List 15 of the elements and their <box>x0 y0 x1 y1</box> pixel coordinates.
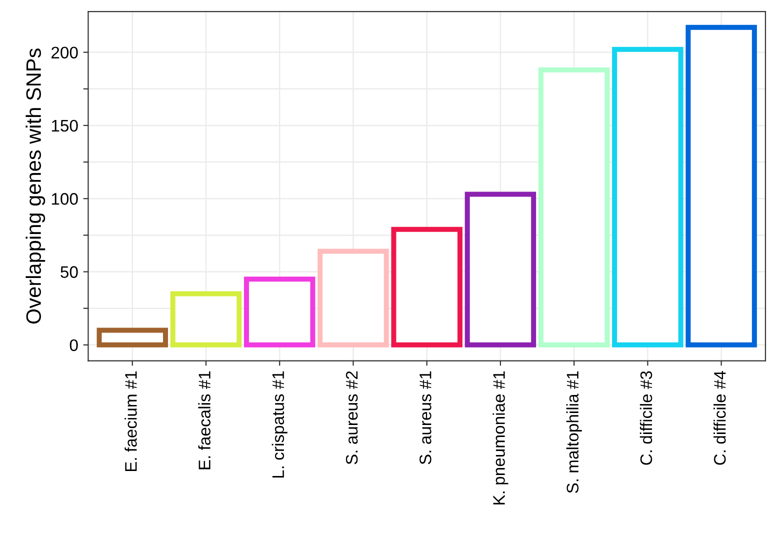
x-tick-label: K. pneumoniae #1 <box>492 371 508 504</box>
x-tick-label: C. difficile #3 <box>640 371 652 465</box>
y-tick-label: 50 <box>60 266 78 278</box>
x-tick-label: S. maltophilia #1 <box>566 371 582 493</box>
x-tick-label: S. aureus #1 <box>420 371 432 464</box>
x-tick-label: S. aureus #2 <box>346 371 358 464</box>
y-tick-label: 0 <box>70 339 78 352</box>
x-tick-label: E. faecalis #1 <box>198 371 210 470</box>
y-axis-title: Overlapping genes with SNPs <box>26 48 46 324</box>
x-tick-label: L. crispatus #1 <box>272 371 288 478</box>
y-tick-label: 100 <box>52 193 78 205</box>
x-tick-label: E. faecium #1 <box>124 371 137 472</box>
x-tick-label: C. difficile #4 <box>714 371 726 465</box>
y-tick-label: 150 <box>52 120 78 132</box>
y-tick-label: 200 <box>52 46 78 58</box>
